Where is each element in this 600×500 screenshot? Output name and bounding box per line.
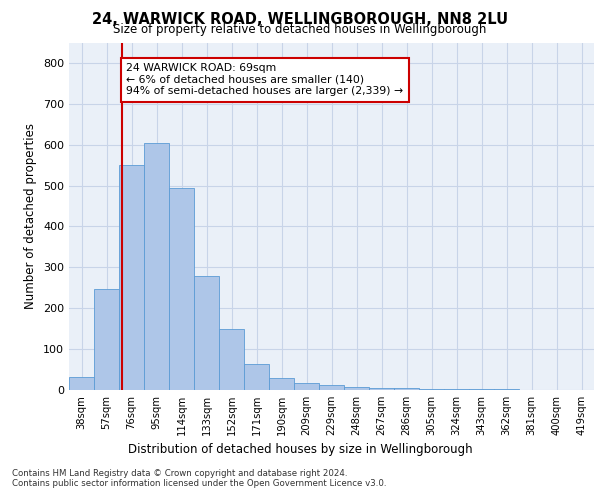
Bar: [169, 188, 194, 390]
Text: Size of property relative to detached houses in Wellingborough: Size of property relative to detached ho…: [113, 22, 487, 36]
Bar: [119, 165, 144, 390]
Y-axis label: Number of detached properties: Number of detached properties: [25, 123, 37, 309]
Bar: [294, 382, 319, 390]
Bar: [494, 389, 519, 390]
Bar: [219, 330, 244, 390]
Bar: [194, 276, 219, 390]
Text: Distribution of detached houses by size in Wellingborough: Distribution of detached houses by size …: [128, 442, 472, 456]
Bar: [444, 389, 469, 390]
Bar: [269, 378, 294, 390]
Bar: [319, 385, 344, 390]
Bar: [369, 388, 394, 390]
Bar: [244, 364, 269, 390]
Bar: [469, 389, 494, 390]
Bar: [344, 387, 369, 390]
Bar: [394, 388, 419, 390]
Text: Contains HM Land Registry data © Crown copyright and database right 2024.: Contains HM Land Registry data © Crown c…: [12, 469, 347, 478]
Bar: [69, 377, 94, 390]
Bar: [94, 288, 119, 390]
Text: 24 WARWICK ROAD: 69sqm
← 6% of detached houses are smaller (140)
94% of semi-det: 24 WARWICK ROAD: 69sqm ← 6% of detached …: [126, 63, 403, 96]
Text: 24, WARWICK ROAD, WELLINGBOROUGH, NN8 2LU: 24, WARWICK ROAD, WELLINGBOROUGH, NN8 2L…: [92, 12, 508, 26]
Text: Contains public sector information licensed under the Open Government Licence v3: Contains public sector information licen…: [12, 479, 386, 488]
Bar: [419, 389, 444, 390]
Bar: [144, 142, 169, 390]
